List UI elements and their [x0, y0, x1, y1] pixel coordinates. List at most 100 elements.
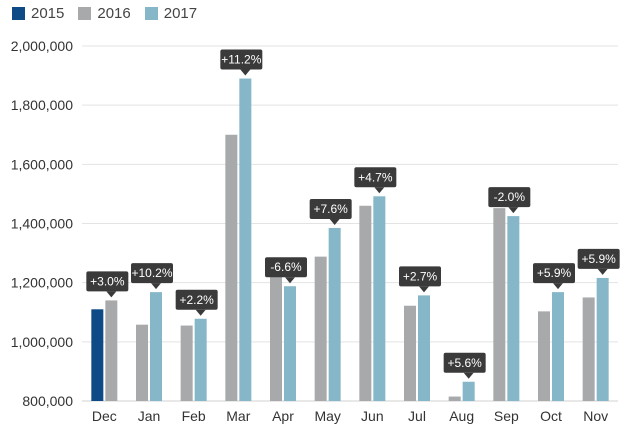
x-category-label: Feb	[182, 408, 206, 424]
bar-2017-nov[interactable]	[596, 277, 609, 401]
callout-box	[175, 289, 218, 310]
bar-2017-jan[interactable]	[150, 292, 162, 401]
x-category-label: Dec	[92, 408, 117, 424]
bar-2017-jun[interactable]	[373, 196, 386, 401]
y-tick-label: 1,000,000	[11, 334, 73, 350]
bar-2017-sep[interactable]	[507, 216, 520, 401]
bar-2016-sep[interactable]	[493, 208, 506, 401]
callout-pointer	[508, 207, 519, 214]
bar-2015-dec[interactable]	[91, 309, 104, 401]
x-category-label: Apr	[272, 408, 294, 424]
callout-pointer	[553, 283, 563, 290]
callout-box	[131, 263, 173, 284]
callout-label: +11.2%	[221, 53, 261, 67]
bar-2016-jul[interactable]	[404, 305, 416, 401]
bar-2016-oct[interactable]	[538, 311, 550, 401]
callout-box	[533, 263, 575, 284]
callout-aug: +5.6%	[443, 352, 486, 379]
callout-may: +7.6%	[309, 198, 352, 225]
y-axis-ticks: 800,000 1,000,000 1,200,000 1,400,000 1,600,…	[11, 38, 74, 409]
callout-label: +2.7%	[403, 269, 438, 283]
callout-label: +4.7%	[358, 170, 393, 184]
y-tick-label: 1,200,000	[11, 275, 73, 291]
callout-box	[309, 198, 352, 219]
callout-apr: -6.6%	[265, 257, 307, 284]
bar-2016-feb[interactable]	[180, 325, 193, 401]
callout-jul: +2.7%	[399, 266, 441, 293]
callout-pointer	[374, 187, 385, 194]
bar-2016-mar[interactable]	[225, 134, 238, 401]
callout-feb: +2.2%	[175, 289, 218, 316]
y-tick-label: 2,000,000	[11, 38, 73, 54]
callout-pointer	[285, 277, 295, 284]
y-tick-label: 1,600,000	[11, 156, 73, 172]
callouts-layer: +3.0% +10.2% +2.2% +11.2% -6.6% +7.6% +4.7% +2.…	[86, 49, 620, 379]
callout-label: +5.9%	[537, 266, 572, 280]
callout-dec: +3.0%	[86, 271, 129, 298]
x-category-label: Oct	[540, 408, 562, 424]
bar-2016-may[interactable]	[314, 256, 327, 401]
x-category-label: Jun	[361, 408, 384, 424]
legend-item-2016[interactable]: 2016	[78, 5, 131, 22]
legend-item-2015[interactable]: 2015	[12, 5, 64, 22]
callout-oct: +5.9%	[533, 263, 575, 290]
y-tick-label: 800,000	[22, 393, 73, 409]
x-category-label: Aug	[449, 408, 474, 424]
callout-pointer	[463, 372, 474, 379]
callout-mar: +11.2%	[220, 49, 263, 76]
bar-2016-nov[interactable]	[582, 297, 595, 401]
callout-pointer	[106, 291, 117, 298]
callout-box	[577, 248, 620, 269]
callout-pointer	[597, 268, 608, 275]
bar-2016-jan[interactable]	[136, 324, 148, 401]
bar-2017-aug[interactable]	[462, 381, 475, 401]
x-category-label: Jan	[138, 408, 161, 424]
legend-label-2016: 2016	[97, 5, 131, 22]
callout-box	[399, 266, 441, 287]
bar-2016-dec[interactable]	[105, 300, 118, 401]
bar-2016-jun[interactable]	[359, 205, 372, 401]
legend-swatch-2016	[78, 7, 92, 20]
bar-2017-feb[interactable]	[194, 318, 207, 401]
legend-item-2017[interactable]: 2017	[144, 5, 198, 22]
callout-box	[220, 49, 263, 70]
callout-label: +5.9%	[581, 252, 616, 266]
callout-jun: +4.7%	[354, 167, 397, 194]
legend-label-2017: 2017	[163, 5, 198, 22]
bar-2016-aug[interactable]	[448, 396, 461, 401]
callout-label: +10.2%	[131, 266, 172, 280]
callout-label: -6.6%	[270, 260, 302, 274]
callout-sep: -2.0%	[488, 187, 531, 214]
x-category-label: Mar	[226, 408, 250, 424]
bar-2017-oct[interactable]	[552, 292, 564, 401]
callout-label: +7.6%	[313, 202, 348, 216]
y-tick-label: 1,400,000	[11, 216, 73, 232]
callout-pointer	[195, 309, 206, 316]
legend-swatch-2015	[12, 7, 25, 20]
x-category-label: Nov	[583, 408, 608, 424]
bar-2017-jul[interactable]	[418, 295, 430, 401]
callout-box	[354, 167, 397, 188]
legend-label-2015: 2015	[31, 5, 65, 22]
callout-pointer	[151, 283, 161, 290]
callout-pointer	[329, 218, 340, 225]
y-tick-label: 1,800,000	[11, 97, 73, 113]
bar-2017-apr[interactable]	[284, 286, 296, 401]
callout-pointer	[419, 286, 429, 293]
bar-2017-may[interactable]	[328, 227, 341, 401]
callout-label: +3.0%	[90, 274, 125, 288]
callout-label: -2.0%	[494, 190, 526, 204]
callout-box	[488, 187, 531, 208]
x-axis-categories: Dec Jan Feb Mar Apr May Jun Jul Aug Sep Oct Nov	[92, 408, 608, 424]
grid-layer	[82, 45, 618, 402]
bar-2017-mar[interactable]	[239, 78, 252, 402]
bar-2016-apr[interactable]	[270, 270, 282, 401]
legend-swatch-2017	[144, 7, 158, 20]
legend: 2015 2016 2017	[12, 5, 197, 22]
x-category-label: Jul	[408, 408, 426, 424]
callout-jan: +10.2%	[131, 263, 173, 290]
callout-box	[265, 257, 307, 278]
x-category-label: Sep	[494, 408, 519, 424]
